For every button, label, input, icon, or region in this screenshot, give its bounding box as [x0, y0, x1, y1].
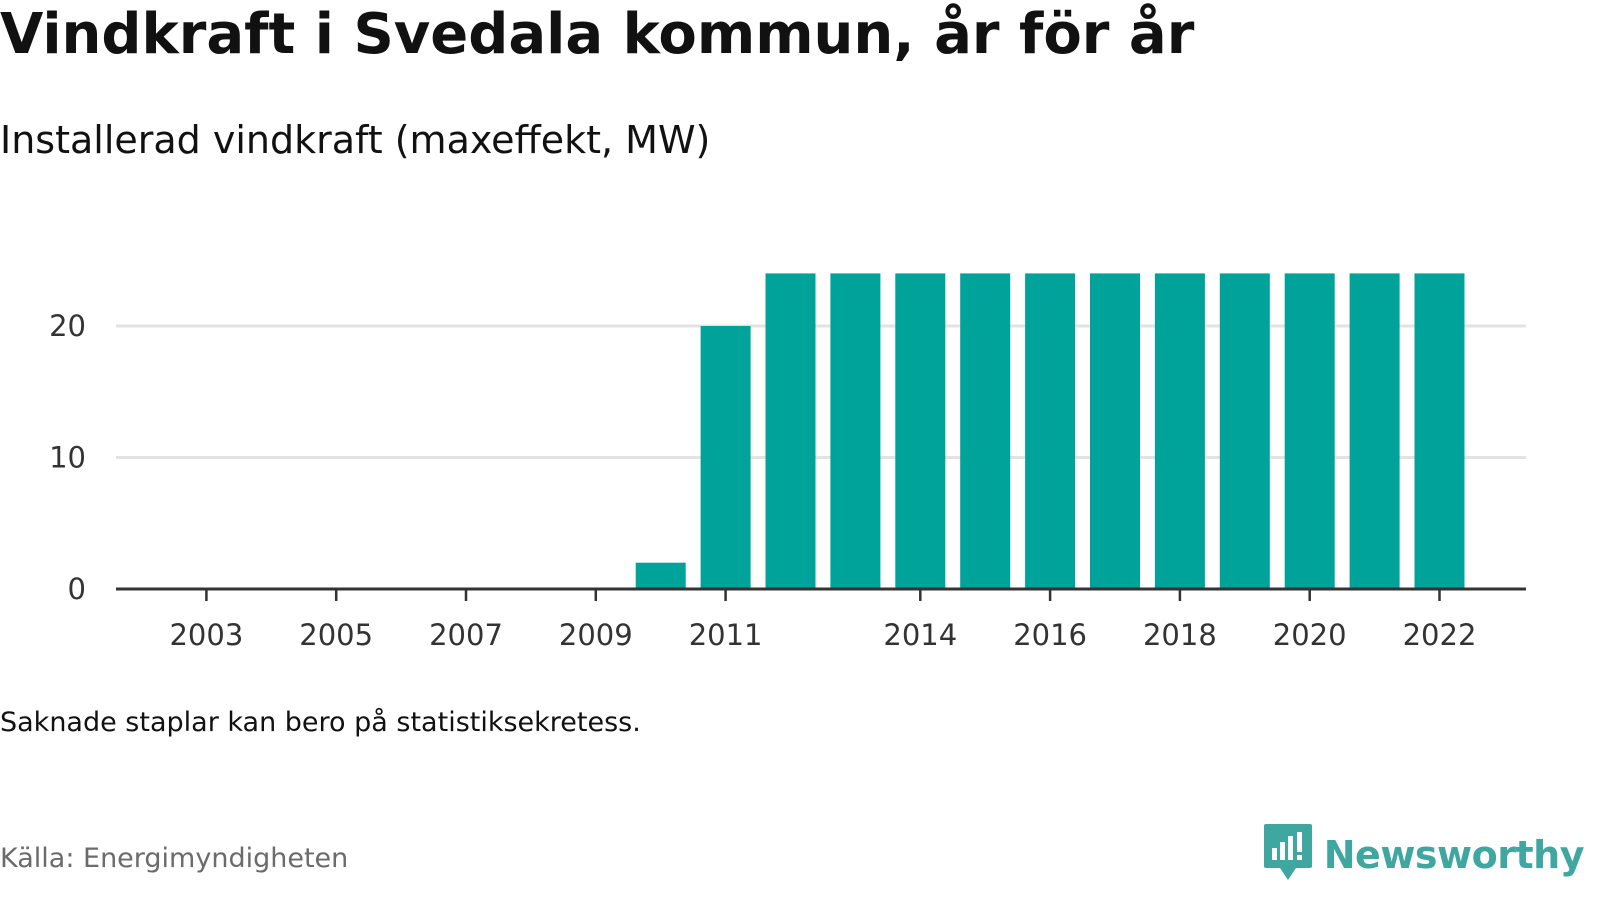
chart-subtitle: Installerad vindkraft (maxeffekt, MW) [0, 118, 711, 162]
y-tick-label: 20 [49, 309, 86, 343]
bar-2017 [1090, 273, 1140, 589]
brand-logo: Newsworthy [1262, 822, 1585, 888]
y-axis-ticks: 0 10 20 [49, 309, 86, 606]
bar-chart-speech-bubble-icon [1262, 822, 1314, 888]
x-tick-label: 2016 [1013, 618, 1087, 652]
x-tick-label: 2009 [559, 618, 633, 652]
brand-name: Newsworthy [1323, 833, 1585, 877]
bar-2015 [960, 273, 1011, 589]
bar-2010 [635, 562, 686, 589]
bar-2020 [1284, 273, 1335, 589]
bar-2011 [700, 326, 751, 589]
source-credit: Källa: Energimyndigheten [0, 843, 349, 874]
bar-2018 [1154, 273, 1205, 589]
bar-2013 [830, 273, 881, 589]
x-tick-label: 2007 [429, 618, 503, 652]
x-tick-label: 2018 [1143, 618, 1217, 652]
bar-2019 [1219, 273, 1270, 589]
chart-note: Saknade staplar kan bero på statistiksek… [0, 707, 641, 738]
bar-2022 [1414, 273, 1465, 589]
bar-2014 [895, 273, 946, 589]
x-tick-label: 2003 [169, 618, 243, 652]
x-tick-label: 2022 [1403, 618, 1477, 652]
x-tick-label: 2020 [1273, 618, 1347, 652]
x-tick-label: 2011 [689, 618, 763, 652]
bars [635, 273, 1465, 589]
x-axis-ticks: 2003 2005 2007 2009 2011 2014 2016 2018 2020 2022 [169, 589, 1476, 652]
y-tick-label: 0 [68, 572, 86, 606]
x-tick-label: 2005 [299, 618, 373, 652]
y-tick-label: 10 [49, 441, 86, 475]
bar-2012 [765, 273, 816, 589]
bar-2021 [1349, 273, 1400, 589]
x-tick-label: 2014 [883, 618, 957, 652]
chart-title: Vindkraft i Svedala kommun, år för år [0, 2, 1195, 67]
bar-2016 [1025, 273, 1076, 589]
